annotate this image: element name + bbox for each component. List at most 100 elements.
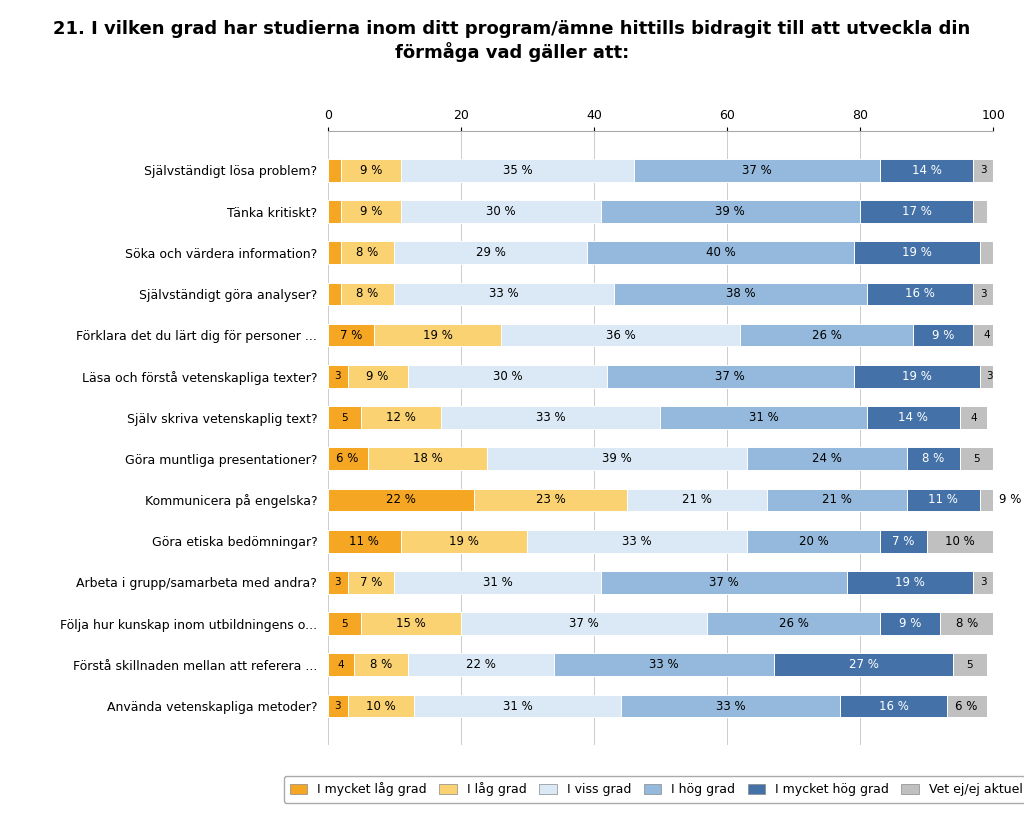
Bar xyxy=(840,695,946,717)
Text: 4: 4 xyxy=(338,660,344,670)
Text: 37 %: 37 % xyxy=(569,617,599,630)
Bar xyxy=(973,571,993,594)
Bar xyxy=(527,530,746,553)
Bar xyxy=(607,365,853,387)
Text: 9 %: 9 % xyxy=(998,494,1021,506)
Bar xyxy=(927,530,993,553)
Text: 16 %: 16 % xyxy=(905,287,935,301)
Bar xyxy=(394,242,588,264)
Bar xyxy=(328,571,348,594)
Text: 5: 5 xyxy=(341,618,347,629)
Bar xyxy=(354,654,408,676)
Bar xyxy=(907,447,961,470)
Bar xyxy=(880,530,927,553)
Text: 3: 3 xyxy=(980,577,986,587)
Text: 14 %: 14 % xyxy=(911,164,942,177)
Text: 29 %: 29 % xyxy=(476,247,506,260)
Text: 26 %: 26 % xyxy=(778,617,809,630)
Text: 14 %: 14 % xyxy=(898,411,929,424)
Text: 11 %: 11 % xyxy=(349,535,379,548)
Bar xyxy=(328,283,341,305)
Bar xyxy=(348,695,414,717)
Text: 37 %: 37 % xyxy=(742,164,772,177)
Text: 38 %: 38 % xyxy=(726,287,755,301)
Text: 10 %: 10 % xyxy=(945,535,975,548)
Bar xyxy=(341,159,401,182)
Bar xyxy=(746,530,880,553)
Bar xyxy=(847,571,973,594)
Bar xyxy=(627,489,767,511)
Bar xyxy=(707,613,880,635)
Text: 3: 3 xyxy=(980,165,986,175)
Bar xyxy=(461,613,707,635)
Bar xyxy=(341,283,394,305)
Text: 10 %: 10 % xyxy=(366,699,396,713)
Bar xyxy=(980,365,999,387)
Text: 31 %: 31 % xyxy=(749,411,778,424)
Bar xyxy=(394,283,613,305)
Text: 9 %: 9 % xyxy=(932,328,954,342)
Text: 21 %: 21 % xyxy=(682,494,712,506)
Bar xyxy=(328,613,360,635)
Bar xyxy=(961,447,993,470)
Text: 12 %: 12 % xyxy=(386,411,416,424)
Text: 33 %: 33 % xyxy=(623,535,652,548)
Bar xyxy=(328,530,400,553)
Bar xyxy=(907,489,980,511)
Bar xyxy=(980,242,993,264)
Text: 19 %: 19 % xyxy=(450,535,479,548)
Bar xyxy=(973,159,993,182)
Text: 19 %: 19 % xyxy=(902,247,932,260)
Bar xyxy=(660,406,866,429)
Text: 39 %: 39 % xyxy=(602,452,632,465)
Bar xyxy=(487,447,746,470)
Text: 7 %: 7 % xyxy=(892,535,914,548)
Bar xyxy=(740,324,913,346)
Text: 40 %: 40 % xyxy=(706,247,735,260)
Text: 9 %: 9 % xyxy=(359,205,382,218)
Bar xyxy=(328,242,341,264)
Bar xyxy=(973,324,999,346)
Text: 30 %: 30 % xyxy=(486,205,515,218)
Bar xyxy=(501,324,740,346)
Bar xyxy=(853,365,980,387)
Text: 8 %: 8 % xyxy=(356,247,379,260)
Text: 19 %: 19 % xyxy=(895,576,925,589)
Text: 4: 4 xyxy=(970,413,977,423)
Text: 33 %: 33 % xyxy=(649,658,679,672)
Text: 39 %: 39 % xyxy=(716,205,745,218)
Bar xyxy=(328,695,348,717)
Bar xyxy=(348,571,394,594)
Bar xyxy=(328,489,474,511)
Bar xyxy=(408,365,607,387)
Text: 3: 3 xyxy=(987,371,993,382)
Text: 18 %: 18 % xyxy=(413,452,442,465)
Bar xyxy=(341,200,401,223)
Bar xyxy=(328,200,341,223)
Text: 9 %: 9 % xyxy=(367,370,389,382)
Text: 35 %: 35 % xyxy=(503,164,532,177)
Text: 21. I vilken grad har studierna inom ditt program/ämne hittills bidragit till at: 21. I vilken grad har studierna inom dit… xyxy=(53,20,971,61)
Bar xyxy=(866,283,973,305)
Bar xyxy=(554,654,773,676)
Text: 5: 5 xyxy=(967,660,973,670)
Text: 24 %: 24 % xyxy=(812,452,842,465)
Text: 5: 5 xyxy=(341,413,347,423)
Bar xyxy=(440,406,660,429)
Text: 3: 3 xyxy=(335,371,341,382)
Text: 4: 4 xyxy=(983,330,990,340)
Text: 3: 3 xyxy=(980,289,986,299)
Bar xyxy=(414,695,621,717)
Text: 8 %: 8 % xyxy=(955,617,978,630)
Text: 23 %: 23 % xyxy=(536,494,565,506)
Bar xyxy=(973,283,993,305)
Bar xyxy=(600,571,847,594)
Bar xyxy=(328,159,341,182)
Bar xyxy=(913,324,973,346)
Text: 37 %: 37 % xyxy=(716,370,745,382)
Bar xyxy=(946,695,986,717)
Bar xyxy=(408,654,554,676)
Bar xyxy=(860,200,973,223)
Text: 8 %: 8 % xyxy=(370,658,392,672)
Bar xyxy=(587,242,853,264)
